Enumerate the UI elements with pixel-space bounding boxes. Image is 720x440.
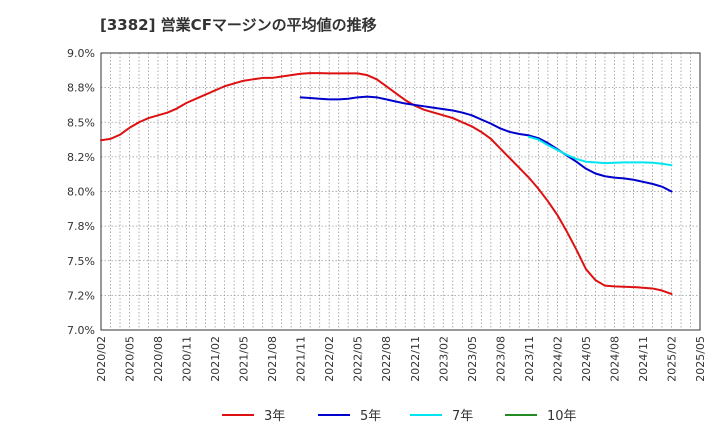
y-tick-label: 8.8% [67, 82, 95, 95]
x-tick-label: 2021/11 [295, 336, 308, 382]
x-tick-label: 2023/11 [523, 336, 536, 382]
x-tick-label: 2020/08 [152, 336, 165, 382]
y-tick-label: 9.0% [67, 47, 95, 60]
x-tick-label: 2023/08 [494, 336, 507, 382]
plot-frame [100, 52, 701, 331]
y-tick-label: 8.2% [67, 151, 95, 164]
legend-label-3: 7年 [452, 409, 473, 424]
legend-label-4: 10年 [547, 409, 577, 424]
x-tick-label: 2020/05 [124, 336, 137, 382]
x-tick-label: 2025/05 [694, 336, 707, 382]
x-tick-label: 2022/05 [352, 336, 365, 382]
x-tick-label: 2025/02 [665, 336, 678, 382]
y-tick-label: 8.0% [67, 186, 95, 199]
x-tick-label: 2020/11 [181, 336, 194, 382]
x-tick-label: 2022/02 [323, 336, 336, 382]
x-tick-label: 2021/02 [209, 336, 222, 382]
legend-label-2: 5年 [360, 409, 381, 424]
series-line-1 [100, 72, 673, 295]
y-tick-label: 7.8% [67, 220, 95, 233]
x-tick-label: 2020/02 [95, 336, 108, 382]
series-line-3 [527, 135, 673, 167]
x-tick-label: 2023/02 [437, 336, 450, 382]
x-tick-label: 2024/02 [551, 336, 564, 382]
x-tick-label: 2024/11 [637, 336, 650, 382]
x-tick-label: 2023/05 [466, 336, 479, 382]
legend-label-1: 3年 [264, 409, 285, 424]
x-tick-label: 2024/05 [580, 336, 593, 382]
series-line-2 [299, 95, 673, 193]
y-tick-label: 7.0% [67, 324, 95, 337]
chart-title: [3382] 営業CFマージンの平均値の推移 [100, 16, 377, 34]
x-tick-label: 2022/08 [380, 336, 393, 382]
y-tick-label: 7.5% [67, 255, 95, 268]
x-tick-label: 2024/08 [608, 336, 621, 382]
x-tick-label: 2022/11 [409, 336, 422, 382]
y-tick-label: 8.5% [67, 116, 95, 129]
plot-area [101, 53, 700, 330]
x-tick-label: 2021/05 [238, 336, 251, 382]
x-tick-label: 2021/08 [266, 336, 279, 382]
y-tick-label: 7.2% [67, 289, 95, 302]
